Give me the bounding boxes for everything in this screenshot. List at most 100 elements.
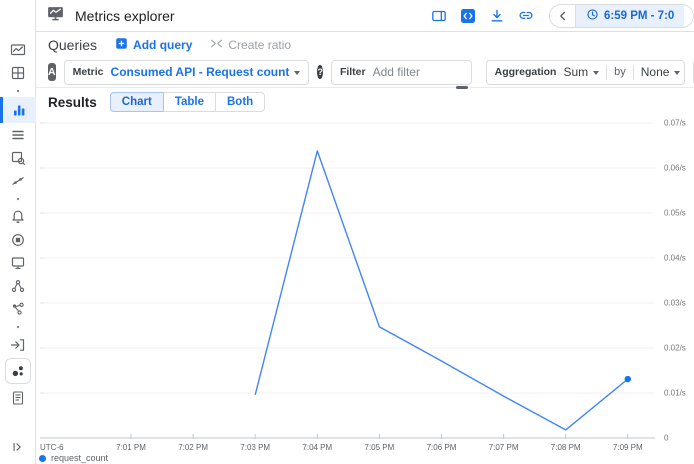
aggregation-dropdown[interactable]: Sum — [563, 65, 600, 79]
view-toggle-group: Chart Table Both — [109, 92, 266, 112]
aggregation-label: Aggregation — [494, 66, 557, 78]
list-icon — [10, 127, 26, 143]
target-icon — [10, 232, 26, 248]
trend-line-icon — [10, 173, 26, 189]
query-letter-badge: A — [48, 63, 56, 81]
sidebar-item-overview[interactable] — [0, 38, 36, 61]
by-label: by — [614, 66, 626, 78]
metric-label: Metric — [72, 66, 104, 78]
group-by-value: None — [640, 65, 670, 79]
dropdown-caret-icon — [294, 70, 301, 75]
svg-text:0.07/s: 0.07/s — [664, 119, 686, 128]
tab-chart[interactable]: Chart — [109, 92, 164, 112]
svg-text:7:01 PM: 7:01 PM — [116, 443, 146, 452]
tab-both[interactable]: Both — [215, 92, 266, 112]
code-editor-icon[interactable] — [460, 8, 476, 24]
dashboards-grid-icon — [10, 65, 26, 81]
document-icon — [10, 390, 26, 406]
share-link-icon[interactable] — [518, 8, 534, 24]
download-icon[interactable] — [489, 8, 505, 24]
sidebar-item-metrics-explorer[interactable] — [0, 97, 36, 123]
add-box-icon — [115, 37, 128, 53]
aggregation-group: Aggregation Sum by None — [485, 59, 686, 85]
monitor-icon — [10, 255, 26, 271]
sidebar — [0, 0, 36, 464]
sidebar-item-query-insights[interactable] — [0, 146, 36, 169]
query-builder-row: A Metric Consumed API - Request count ? … — [36, 57, 694, 89]
main-panel: Metrics explorer — [36, 0, 694, 464]
sidebar-item-dashboards[interactable] — [0, 61, 36, 84]
filter-group: Filter — [330, 59, 472, 85]
filter-label: Filter — [339, 66, 366, 78]
dots-cluster-icon — [10, 363, 26, 379]
bell-icon — [10, 209, 26, 225]
aggregation-value: Sum — [563, 65, 589, 79]
add-query-button[interactable]: Add query — [115, 37, 192, 53]
help-button[interactable]: ? — [317, 65, 323, 79]
svg-text:UTC-6: UTC-6 — [40, 443, 64, 452]
sidebar-item-release-notes[interactable] — [0, 386, 36, 409]
svg-text:0.06/s: 0.06/s — [664, 164, 686, 173]
sidebar-item-services[interactable] — [0, 297, 36, 320]
sidebar-separator-dot — [0, 192, 36, 205]
arrow-into-bracket-icon — [10, 337, 26, 353]
results-label: Results — [48, 94, 97, 110]
group-divider — [606, 64, 608, 80]
nodes-icon — [10, 278, 26, 294]
sidebar-item-groups[interactable] — [0, 274, 36, 297]
svg-text:0.02/s: 0.02/s — [664, 344, 686, 353]
queries-row: Queries Add query Create ratio — [36, 32, 694, 57]
cluster-icon — [10, 301, 26, 317]
group-by-dropdown[interactable]: None — [641, 65, 681, 79]
bar-chart-icon — [11, 102, 27, 118]
collapse-sidebar-button[interactable] — [0, 435, 36, 458]
svg-text:7:05 PM: 7:05 PM — [365, 443, 395, 452]
svg-text:7:03 PM: 7:03 PM — [240, 443, 270, 452]
dropdown-caret-icon — [593, 70, 600, 75]
queries-title: Queries — [48, 36, 98, 53]
series-name[interactable]: request_count — [51, 453, 109, 463]
results-row: Results Chart Table Both — [36, 90, 694, 114]
sidebar-item-trace[interactable] — [0, 169, 36, 192]
sidebar-separator-dot — [0, 84, 36, 97]
svg-text:0.03/s: 0.03/s — [664, 299, 686, 308]
tab-table[interactable]: Table — [162, 92, 216, 112]
svg-text:7:08 PM: 7:08 PM — [551, 443, 581, 452]
ratio-merge-icon — [210, 37, 223, 53]
drag-handle[interactable] — [456, 86, 468, 89]
filter-input[interactable] — [372, 65, 463, 79]
box-search-icon — [10, 150, 26, 166]
svg-text:7:04 PM: 7:04 PM — [302, 443, 332, 452]
create-ratio-label: Create ratio — [228, 37, 292, 52]
sidebar-item-metrics-management[interactable] — [0, 123, 36, 146]
svg-text:7:06 PM: 7:06 PM — [427, 443, 457, 452]
svg-text:0.04/s: 0.04/s — [664, 254, 686, 263]
sidebar-item-alerting[interactable] — [0, 205, 36, 228]
dropdown-caret-icon — [674, 70, 681, 75]
metric-value: Consumed API - Request count — [110, 65, 290, 79]
header-actions: 6:59 PM - 7:0 — [431, 3, 694, 28]
sidebar-separator-dot — [0, 320, 36, 333]
time-range-control: 6:59 PM - 7:0 — [549, 3, 694, 28]
clock-icon — [586, 8, 599, 24]
chart-area[interactable]: 0.07/s 0.06/s 0.05/s 0.04/s 0.03/s 0.02/s 0.01… — [36, 112, 694, 464]
sidebar-item-screens[interactable] — [0, 251, 36, 274]
sidebar-item-highlighted[interactable] — [4, 358, 31, 384]
svg-text:7:07 PM: 7:07 PM — [489, 443, 519, 452]
toggle-legend-icon[interactable] — [431, 8, 447, 24]
time-range-picker[interactable]: 6:59 PM - 7:0 — [576, 4, 685, 27]
monitoring-product-icon — [46, 4, 65, 28]
expand-panel-icon — [11, 440, 25, 454]
time-back-button[interactable] — [550, 4, 576, 27]
overview-chart-icon — [10, 42, 26, 58]
page-header: Metrics explorer — [36, 0, 694, 32]
sidebar-item-uptime-checks[interactable] — [0, 228, 36, 251]
time-range-value: 6:59 PM - 7:0 — [604, 9, 675, 22]
metric-dropdown[interactable]: Consumed API - Request count — [111, 65, 301, 79]
sidebar-item-integrations[interactable] — [0, 333, 36, 356]
line-chart[interactable]: 0.07/s 0.06/s 0.05/s 0.04/s 0.03/s 0.02/s 0.01… — [36, 112, 694, 464]
svg-text:0.01/s: 0.01/s — [664, 389, 686, 398]
create-ratio-button[interactable]: Create ratio — [210, 37, 291, 53]
svg-text:0.05/s: 0.05/s — [664, 209, 686, 218]
